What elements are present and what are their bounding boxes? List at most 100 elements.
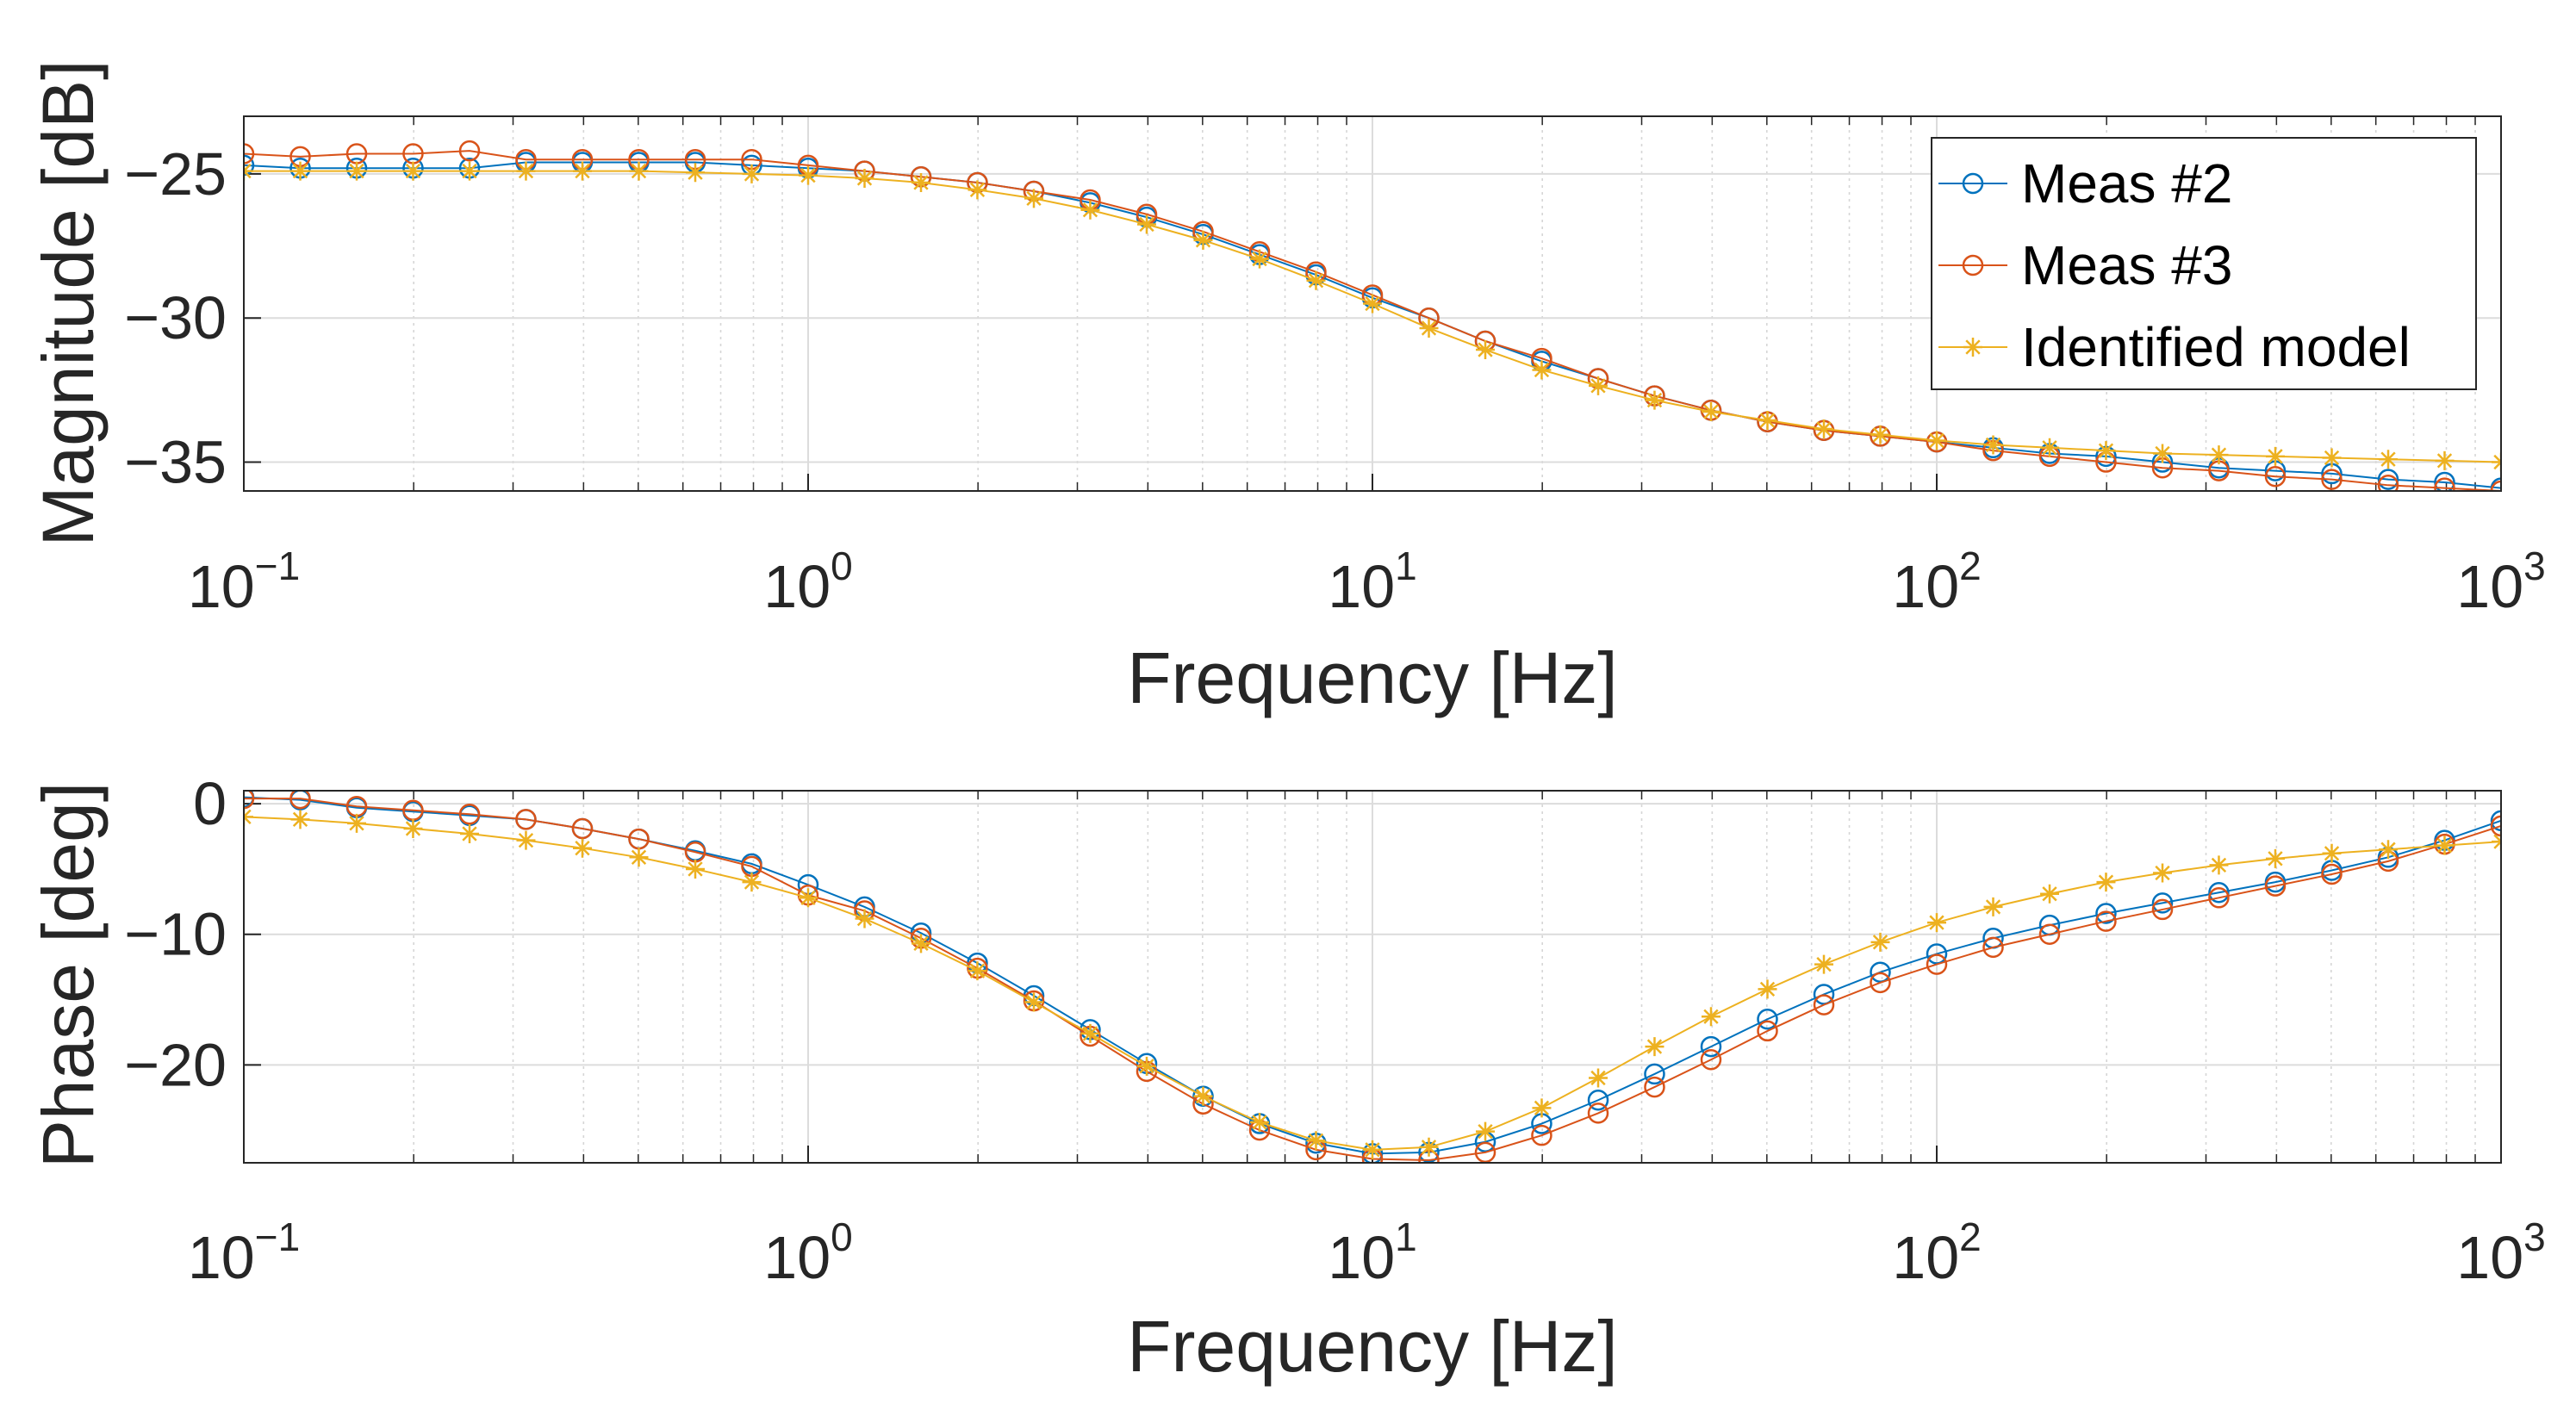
phase-point-meas-3	[1813, 994, 1835, 1016]
phase-point-meas-2	[2095, 903, 2117, 924]
phase-xtick-label: 101	[1328, 1214, 1416, 1291]
phase-point-meas-2	[1587, 1089, 1609, 1111]
phase-point-meas-3	[1474, 1141, 1496, 1163]
magnitude-point-identified-model	[1589, 376, 1608, 395]
phase-point-identified-model	[742, 873, 762, 892]
magnitude-point-identified-model	[1701, 401, 1720, 421]
phase-xtick-label: 102	[1892, 1214, 1981, 1291]
magnitude-point-identified-model	[403, 161, 423, 181]
phase-point-identified-model	[1193, 1086, 1213, 1106]
phase-point-meas-3	[2208, 887, 2230, 909]
magnitude-xtick-label: 100	[763, 544, 852, 620]
phase-point-meas-3	[2264, 875, 2287, 897]
magnitude-point-identified-model	[799, 165, 818, 185]
phase-xtick-label: 10−1	[188, 1214, 300, 1291]
magnitude-point-identified-model	[1927, 431, 1946, 450]
phase-point-identified-model	[347, 813, 367, 833]
magnitude-point-identified-model	[1983, 435, 2003, 455]
magnitude-point-identified-model	[629, 161, 649, 181]
phase-point-identified-model	[2153, 863, 2173, 883]
magnitude-point-identified-model	[2322, 448, 2342, 468]
magnitude-ytick-label: −25	[124, 140, 227, 208]
phase-point-meas-3	[458, 804, 481, 825]
legend-box	[1931, 137, 2477, 390]
phase-point-identified-model	[1306, 1131, 1326, 1151]
magnitude-point-meas-3	[2377, 475, 2399, 491]
magnitude-ylabel: Magnitude [dB]	[28, 59, 109, 546]
magnitude-point-identified-model	[1193, 230, 1213, 250]
phase-point-meas-3	[1982, 936, 2004, 959]
phase-point-identified-model	[572, 838, 592, 858]
phase-point-meas-3	[2490, 815, 2501, 837]
phase-xticks: 10−1 100 101 102 103	[188, 1214, 2546, 1291]
magnitude-xtick-label: 103	[2456, 544, 2545, 620]
magnitude-point-identified-model	[2435, 450, 2455, 470]
magnitude-point-identified-model	[742, 164, 762, 183]
legend-items: Meas #2 Meas #3 Identified model	[1938, 152, 2411, 378]
magnitude-point-identified-model	[912, 172, 931, 192]
magnitude-point-identified-model	[460, 161, 480, 181]
magnitude-point-identified-model	[347, 161, 367, 181]
phase-point-meas-2	[1644, 1063, 1665, 1085]
phase-point-meas-3	[1531, 1124, 1552, 1146]
phase-point-identified-model	[1080, 1023, 1100, 1043]
magnitude-point-identified-model	[2379, 450, 2399, 469]
magnitude-point-identified-model	[516, 161, 536, 181]
magnitude-axes: −35 −30 −25 10−1 100 101 102 103 Frequency [Hz…	[28, 59, 2546, 718]
legend[interactable]: Meas #2 Meas #3 Identified model	[1931, 137, 2477, 390]
phase-point-meas-3	[515, 809, 537, 830]
phase-point-identified-model	[1701, 1007, 1720, 1027]
magnitude-point-meas-2	[244, 154, 255, 177]
phase-point-identified-model	[1983, 897, 2003, 916]
magnitude-series	[244, 140, 2501, 491]
phase-point-meas-3	[2038, 923, 2061, 945]
phase-point-meas-3	[571, 817, 594, 840]
phase-grid	[243, 791, 2502, 1163]
magnitude-point-identified-model	[1363, 294, 1382, 314]
phase-point-meas-2	[1813, 984, 1835, 1005]
magnitude-point-identified-model	[1645, 390, 1664, 410]
phase-point-meas-3	[1757, 1020, 1778, 1042]
phase-point-meas-3	[2321, 863, 2343, 885]
phase-point-identified-model	[1024, 992, 1044, 1012]
phase-point-meas-3	[2151, 898, 2174, 921]
phase-point-meas-3	[1926, 953, 1948, 975]
magnitude-point-identified-model	[290, 161, 310, 181]
phase-point-identified-model	[1363, 1140, 1382, 1159]
phase-point-identified-model	[1419, 1137, 1439, 1157]
magnitude-point-meas-3	[244, 143, 255, 165]
phase-point-identified-model	[516, 830, 536, 850]
phase-point-meas-2	[1926, 943, 1948, 965]
magnitude-xtick-label: 102	[1892, 544, 1981, 620]
magnitude-point-identified-model	[2040, 438, 2060, 457]
magnitude-point-meas-3	[2321, 469, 2343, 490]
legend-label-identified-model: Identified model	[2021, 316, 2411, 378]
magnitude-point-meas-3	[2264, 466, 2287, 488]
magnitude-point-identified-model	[1814, 419, 1834, 439]
magnitude-point-identified-model	[968, 180, 987, 200]
phase-point-identified-model	[403, 818, 423, 838]
phase-point-meas-2	[2208, 881, 2230, 904]
phase-point-meas-2	[1757, 1009, 1778, 1030]
phase-point-identified-model	[855, 909, 874, 929]
phase-xtick-label: 100	[763, 1214, 852, 1291]
magnitude-point-identified-model	[572, 161, 592, 181]
phase-point-meas-3	[1870, 972, 1891, 994]
magnitude-point-identified-model	[1080, 200, 1100, 220]
magnitude-point-meas-2	[2434, 471, 2455, 491]
magnitude-point-identified-model	[1870, 425, 1890, 444]
magnitude-xlabel: Frequency [Hz]	[1127, 637, 1618, 718]
magnitude-yticks: −35 −30 −25	[124, 140, 227, 496]
legend-marker-meas-2	[1962, 172, 1984, 195]
phase-point-identified-model	[912, 934, 931, 953]
magnitude-xtick-label: 101	[1328, 544, 1416, 620]
phase-point-meas-3	[244, 791, 255, 810]
magnitude-ytick-label: −35	[124, 429, 227, 496]
magnitude-point-meas-3	[2434, 477, 2455, 491]
phase-axes: −20−100 10−1 100 101 102 103 Frequency [Hz] …	[28, 770, 2546, 1387]
phase-point-meas-2	[2490, 810, 2501, 832]
phase-point-identified-model	[2435, 835, 2455, 855]
legend-label-meas-3: Meas #3	[2021, 234, 2232, 296]
phase-point-identified-model	[1476, 1121, 1496, 1141]
magnitude-point-identified-model	[2209, 445, 2229, 465]
